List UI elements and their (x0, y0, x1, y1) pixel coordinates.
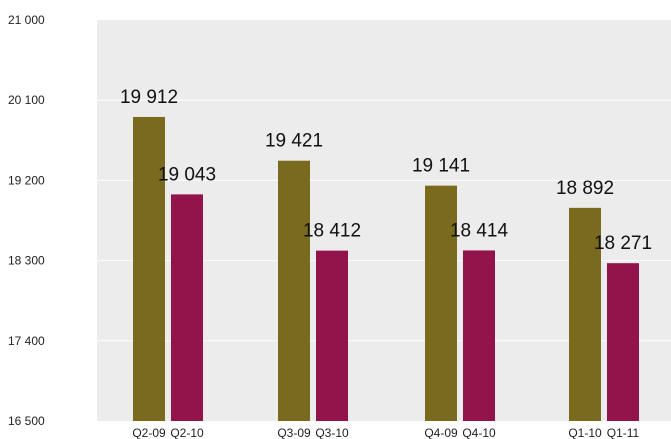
bar-q1-10 (569, 207, 601, 421)
data-labels: 19 912 19 043 19 421 18 412 19 141 18 414 18 8… (120, 87, 652, 254)
x-tick-label: Q1-10 (568, 426, 602, 439)
x-tick-label: Q4-09 (424, 426, 458, 439)
data-label: 18 892 (556, 178, 614, 199)
data-label: 19 043 (158, 164, 216, 185)
x-tick-label: Q2-09 (132, 426, 166, 439)
data-label: 18 414 (450, 220, 509, 241)
y-tick-label: 20 100 (8, 93, 45, 107)
data-label: 19 141 (412, 156, 470, 177)
x-tick-label: Q1-11 (607, 426, 640, 439)
x-tick-label: Q2-10 (170, 426, 204, 439)
data-label: 19 912 (120, 87, 178, 108)
bar-q4-09 (425, 185, 457, 421)
y-tick-label: 16 500 (8, 414, 45, 428)
y-tick-label: 18 300 (8, 254, 45, 268)
bar-q3-10 (316, 250, 348, 421)
bar-q3-09 (278, 160, 310, 421)
x-tick-label: Q4-10 (462, 426, 496, 439)
y-axis-ticks: 21 000 20 100 19 200 18 300 17 400 16 500 (8, 13, 45, 428)
y-tick-label: 17 400 (8, 334, 45, 348)
bar-q4-10 (463, 250, 495, 421)
bar-q2-09 (133, 116, 165, 422)
data-label: 19 421 (265, 131, 323, 152)
bar-q1-11 (607, 263, 639, 421)
bar-q2-10 (171, 194, 203, 421)
x-tick-label: Q3-09 (277, 426, 311, 439)
data-label: 18 412 (303, 221, 361, 242)
x-axis-ticks: Q2-09 Q2-10 Q3-09 Q3-10 Q4-09 Q4-10 Q1-10 Q1-11 (132, 426, 639, 439)
y-tick-label: 21 000 (8, 13, 45, 27)
x-tick-label: Q3-10 (315, 426, 349, 439)
bars (133, 116, 639, 422)
data-label: 18 271 (594, 233, 652, 254)
y-tick-label: 19 200 (8, 173, 45, 187)
